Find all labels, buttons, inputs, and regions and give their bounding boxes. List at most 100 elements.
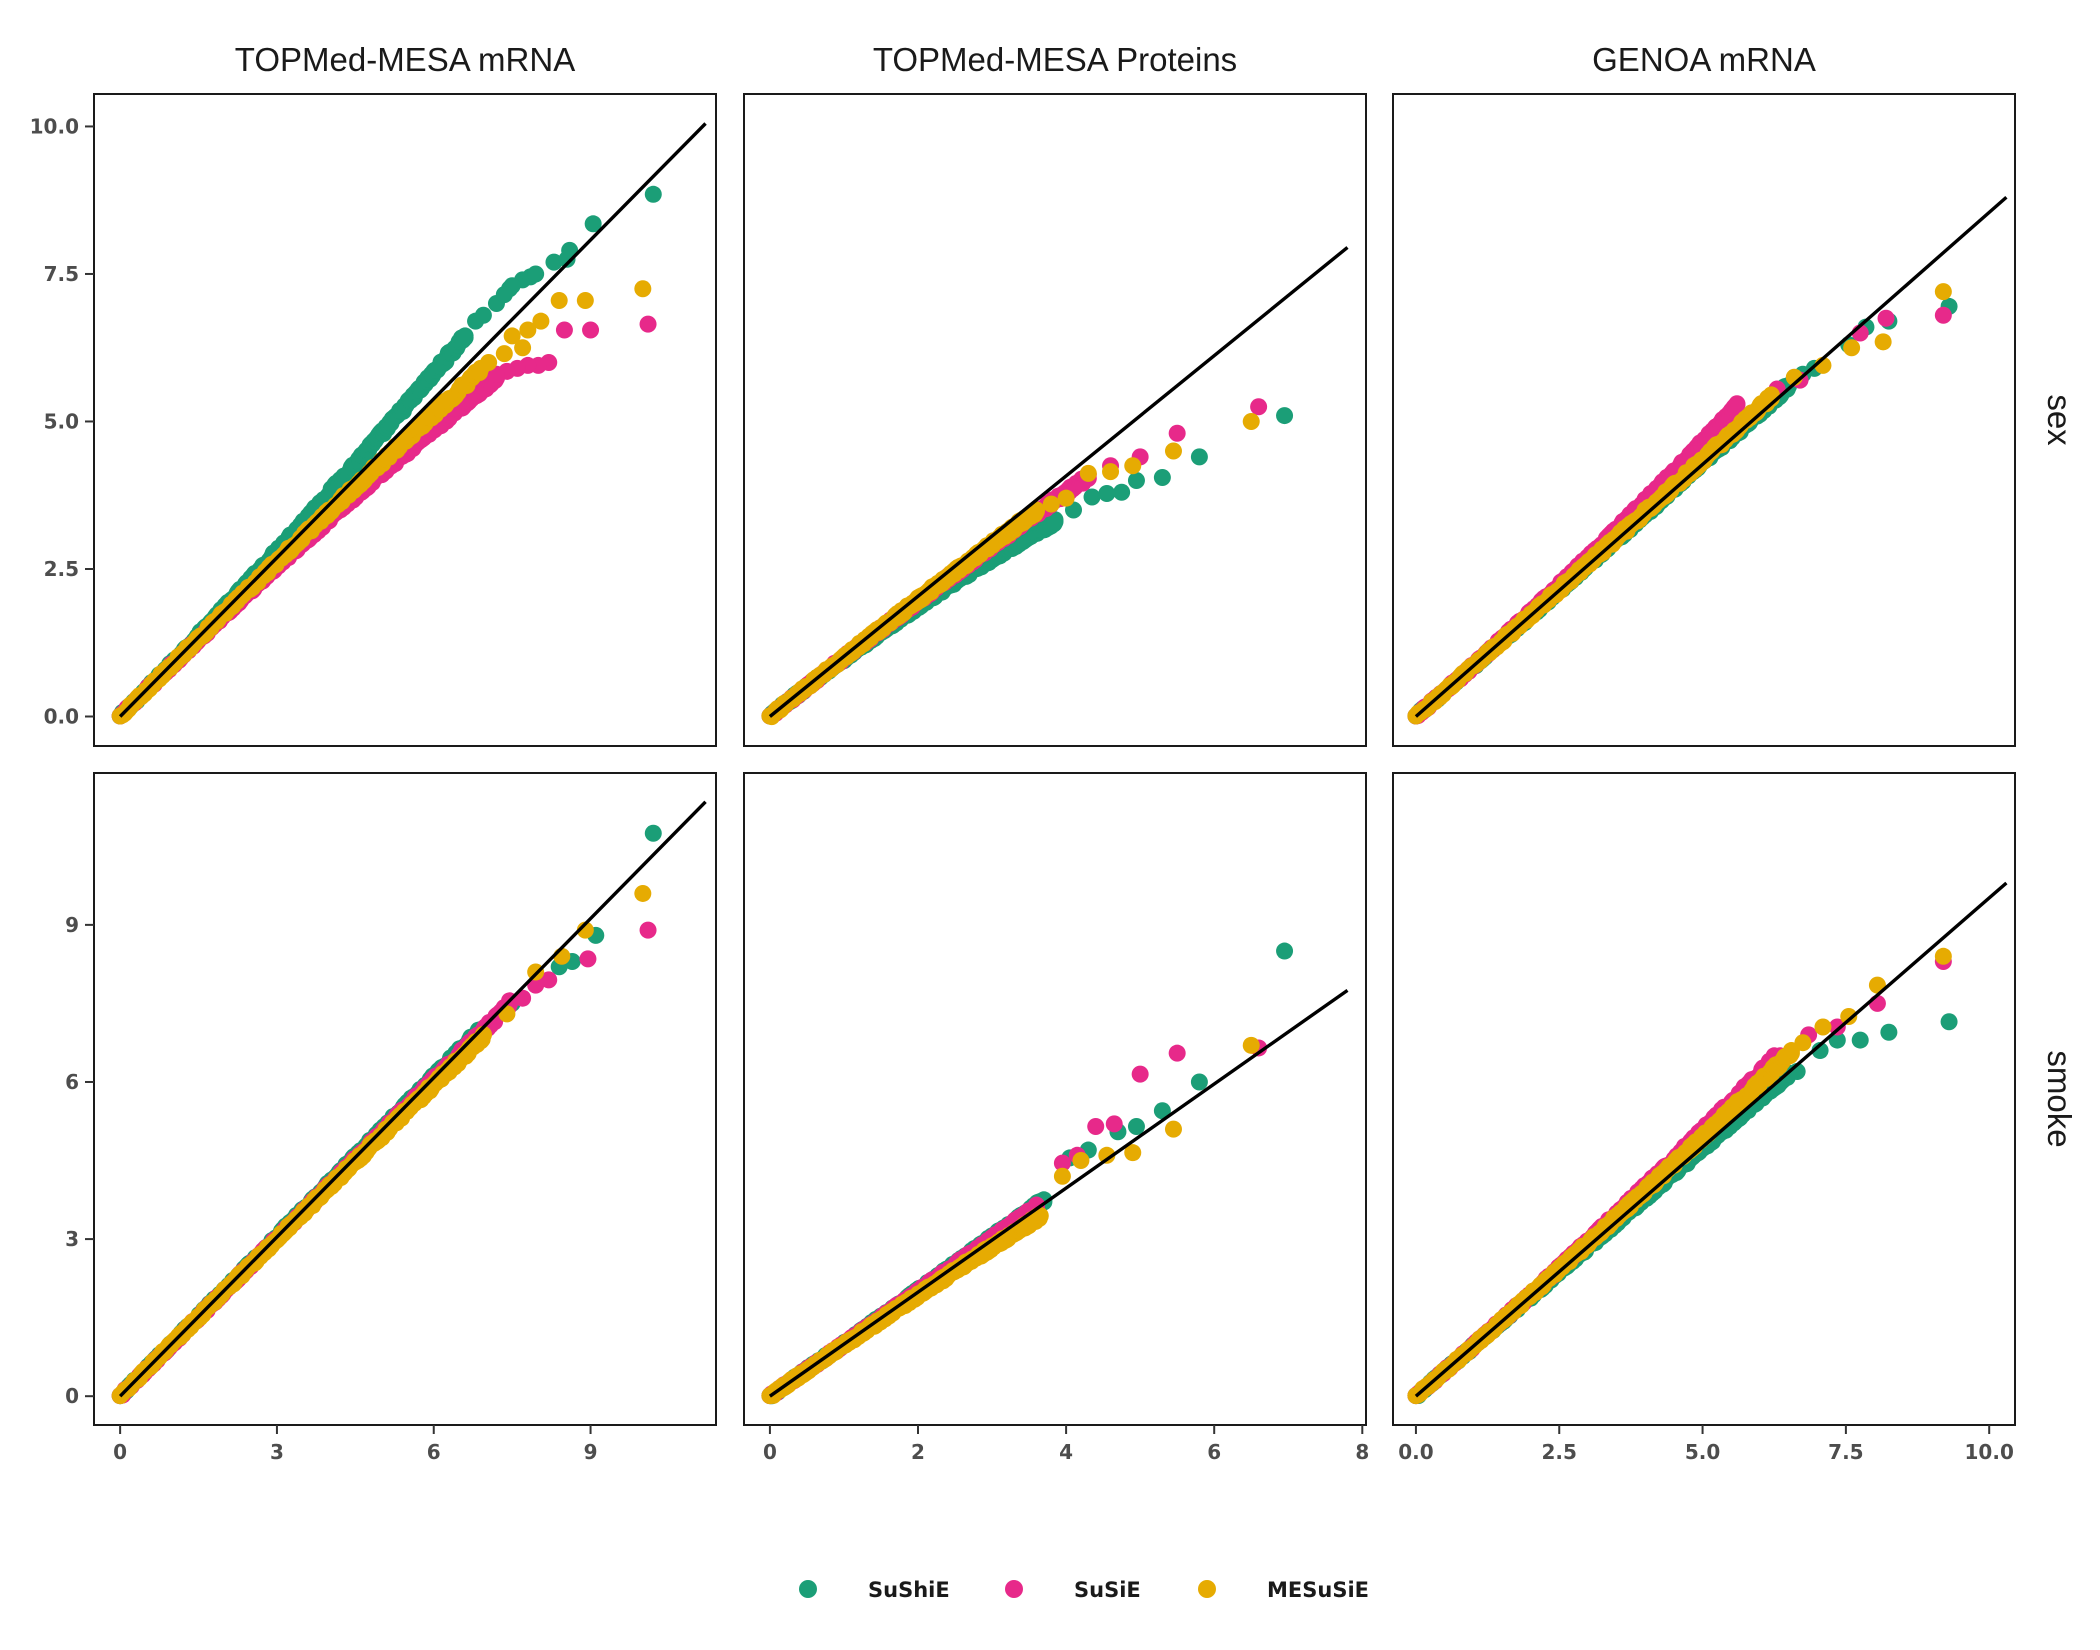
qq-point-sushie [456,327,474,345]
strip-label-smoke: smoke [2041,1050,2078,1147]
qq-point-mesusie [1242,1036,1260,1054]
panel-frame [93,772,717,1426]
x-tick-label: 0 [113,1440,127,1464]
qq-point-sushie [1127,1117,1145,1135]
qq-point-susie [1105,1115,1123,1133]
qq-point-susie [1053,1154,1071,1172]
y-tick-label: 6 [65,1070,79,1094]
qq-point-sushie [495,286,513,304]
y-tick-label: 7.5 [44,262,79,286]
qq-point-sushie [1811,1042,1829,1060]
qq-point-susie [1131,1065,1149,1083]
reference-line [118,800,707,1398]
panel-plot-area [111,122,707,725]
qq-point-sushie [1276,942,1294,960]
x-tick-label: 5.0 [1685,1440,1720,1464]
qq-point-sushie [1190,448,1208,466]
legend-label-sushie: SuShiE [868,1578,950,1602]
x-tick-label: 3 [270,1440,284,1464]
panel-smoke-genoa-mrna: 0.0 2.5 5.0 7.5 10.0 [1392,772,2016,1464]
x-tick-label: 10.0 [1965,1440,2014,1464]
qq-point-mesusie [1934,283,1952,301]
x-tick-label: 2 [911,1440,925,1464]
y-tick-label: 5.0 [44,409,79,433]
qq-point-mesusie [576,292,594,310]
qq-point-sushie [1046,513,1064,531]
qq-point-mesusie [495,345,513,363]
qq-point-sushie [1851,1031,1869,1049]
qq-point-mesusie [1027,501,1045,519]
legend-label-mesusie: MESuSiE [1267,1578,1369,1602]
legend-item-mesusie: MESuSiE [1198,1578,1369,1602]
qq-point-mesusie [1814,1018,1832,1036]
qq-point-sushie [1083,488,1101,506]
legend-key-mesusie [1198,1580,1216,1598]
qq-point-susie [1168,424,1186,442]
qq-point-mesusie [514,339,532,357]
qq-point-mesusie [634,280,652,298]
qq-point-susie [579,950,597,968]
legend-item-susie: SuSiE [1005,1578,1141,1602]
qq-point-sushie [644,824,662,842]
strip-label-topmed-mesa-mrna: TOPMed-MESA mRNA [235,41,575,78]
panel-plot-area [1407,195,2008,725]
qq-point-sushie [1153,469,1171,487]
qq-point-mesusie [1840,1008,1858,1026]
qq-point-mesusie [472,359,490,377]
qq-point-susie [1877,309,1895,327]
reference-line [1414,195,2008,718]
panel-frame [1392,93,2016,747]
y-tick-label: 0 [65,1384,79,1408]
qq-point-mesusie [1934,947,1952,965]
panel-plot-area [1407,881,2008,1405]
qq-point-susie [1168,1044,1186,1062]
qq-point-sushie [1153,1102,1171,1120]
x-tick-label: 2.5 [1542,1440,1577,1464]
legend-key-sushie [799,1580,817,1598]
panel-plot-area [761,246,1349,726]
qq-point-mesusie [503,327,521,345]
qq-point-mesusie [1782,1042,1800,1060]
strip-label-topmed-mesa-proteins: TOPMed-MESA Proteins [873,41,1237,78]
qq-point-mesusie [1164,442,1182,460]
panel-plot-area [111,800,707,1405]
legend: SuShiE SuSiE MESuSiE [799,1578,1369,1602]
qq-point-mesusie [1042,495,1060,513]
qq-point-sushie [1880,1023,1898,1041]
reference-line [118,122,707,718]
x-tick-label: 7.5 [1828,1440,1863,1464]
qq-point-susie [555,321,573,339]
y-tick-label: 2.5 [44,557,79,581]
qq-point-mesusie [1098,1146,1116,1164]
qq-point-susie [540,971,558,989]
qq-point-susie [582,321,600,339]
qq-point-mesusie [1102,463,1120,481]
qq-point-susie [639,315,657,333]
qq-point-sushie [1276,407,1294,425]
qq-point-sushie [1127,471,1145,489]
qq-point-susie [1828,1018,1846,1036]
qq-point-susie [1087,1117,1105,1135]
qq-point-sushie [545,253,563,271]
qq-point-mesusie [634,884,652,902]
panel-plot-area [761,942,1349,1405]
qq-point-susie [1250,398,1268,416]
qq-point-mesusie [1072,1152,1090,1170]
qq-point-mesusie [1124,457,1142,475]
y-tick-label: 9 [65,913,79,937]
x-tick-label: 6 [427,1440,441,1464]
legend-label-susie: SuSiE [1074,1578,1141,1602]
y-tick-label: 3 [65,1227,79,1251]
qq-point-sushie [1190,1073,1208,1091]
qq-point-sushie [584,215,602,233]
panel-sex-genoa-mrna [1392,93,2016,747]
qq-point-mesusie [1057,489,1075,507]
panel-frame [1392,772,2016,1426]
qq-point-sushie [1940,1013,1958,1031]
strip-label-genoa-mrna: GENOA mRNA [1592,41,1816,78]
qq-point-mesusie [1843,339,1861,357]
x-tick-label: 6 [1207,1440,1221,1464]
